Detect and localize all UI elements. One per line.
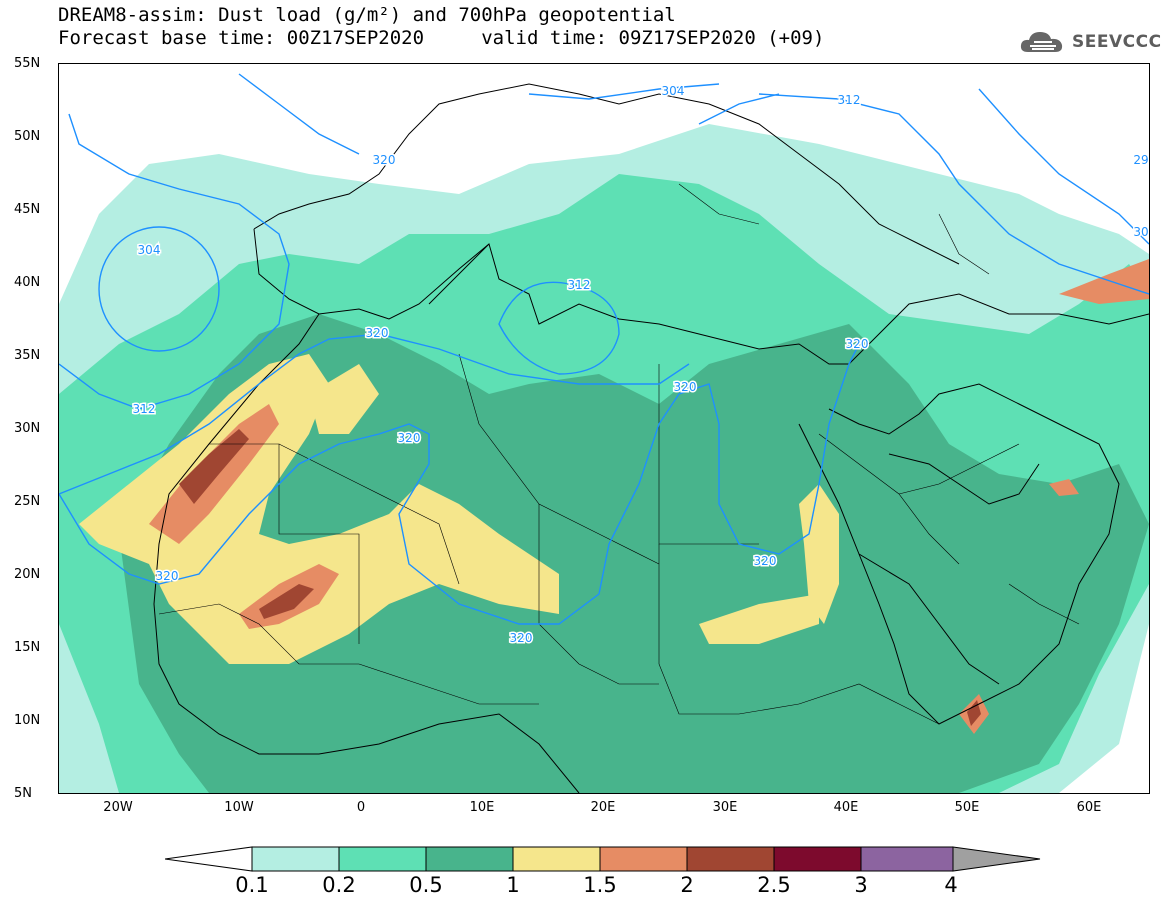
geopotential-contours	[59, 73, 1149, 625]
logo-text: SEEVCCC	[1072, 32, 1162, 52]
colorbar-label: 0.1	[235, 873, 269, 897]
contour-label: 304	[662, 84, 685, 98]
colorbar-label: 3	[854, 873, 868, 897]
lat-label: 35N	[14, 348, 41, 363]
contour-label: 30	[1133, 225, 1148, 239]
dust-1-region-east	[699, 594, 819, 644]
lon-label: 20E	[590, 800, 616, 815]
colorbar-bin	[686, 846, 775, 872]
colorbar-label: 0.5	[409, 873, 443, 897]
lat-label: 30N	[14, 421, 41, 436]
colorbar-label: 1.5	[583, 873, 617, 897]
contour-label: 312	[568, 278, 591, 292]
lat-label: 25N	[14, 494, 41, 509]
lat-label: 10N	[14, 713, 41, 728]
colorbar-bin	[251, 846, 340, 872]
colorbar-label: 2.5	[757, 873, 791, 897]
dust-2-region-somalia	[967, 700, 981, 726]
contour-label: 304	[138, 243, 161, 257]
lat-label: 45N	[14, 202, 41, 217]
colorbar-bin	[338, 846, 427, 872]
contour-label: 320	[674, 380, 697, 394]
contour-label: 320	[156, 569, 179, 583]
lat-label: 50N	[14, 129, 41, 144]
contour-label: 320	[398, 431, 421, 445]
cloud-logo-icon	[1020, 32, 1063, 52]
contour-label: 320	[846, 337, 869, 351]
contour-label: 29	[1133, 153, 1148, 167]
lat-label: 15N	[14, 640, 41, 655]
colorbar-label: 0.2	[322, 873, 356, 897]
colorbar-bin	[512, 846, 601, 872]
dust-1.5-region-oman	[1049, 479, 1079, 496]
colorbar-right-arrow	[952, 846, 1041, 872]
lon-label: 10E	[469, 800, 495, 815]
lat-label: 20N	[14, 567, 41, 582]
lat-label: 40N	[14, 275, 41, 290]
dust-2-region-a	[179, 429, 249, 504]
dust-1-region-west	[79, 354, 559, 664]
dust-map: 304 312 320 320 320 320 312 304 312 320 …	[59, 73, 1149, 793]
colorbar	[165, 846, 1041, 872]
colorbar-label: 4	[944, 873, 958, 897]
lat-label: 5N	[14, 786, 32, 801]
colorbar-bin	[599, 846, 688, 872]
lon-label: 50E	[954, 800, 980, 815]
lon-label: 10W	[224, 800, 254, 815]
dust-0.5-region	[119, 314, 1149, 793]
dust-1-region-redsea	[799, 484, 839, 624]
lon-label: 0	[356, 800, 366, 815]
dust-2-region-b	[259, 584, 314, 619]
dust-1-region-libya	[309, 364, 379, 434]
colorbar-label: 1	[506, 873, 520, 897]
lon-label: 20W	[103, 800, 133, 815]
contour-label: 320	[366, 326, 389, 340]
contour-label: 320	[373, 153, 396, 167]
lat-label: 55N	[14, 56, 41, 71]
lon-label: 60E	[1076, 800, 1102, 815]
colorbar-bin	[425, 846, 514, 872]
lon-label: 30E	[712, 800, 738, 815]
map-subtitle: Forecast base time: 00Z17SEP2020 valid t…	[58, 27, 825, 49]
contour-label: 320	[510, 631, 533, 645]
colorbar-left-arrow	[165, 846, 253, 872]
colorbar-bin	[773, 846, 862, 872]
seevccc-logo: SEEVCCC	[1018, 27, 1162, 57]
contour-label: 320	[754, 554, 777, 568]
map-area: 304 312 320 320 320 320 312 304 312 320 …	[58, 63, 1150, 794]
contour-label: 312	[838, 93, 861, 107]
lon-label: 40E	[833, 800, 859, 815]
contour-labels: 304 312 320 320 320 320 312 304 312 320 …	[131, 83, 1149, 647]
colorbar-label: 2	[680, 873, 694, 897]
contour-label: 312	[133, 402, 156, 416]
dust-1.5-region-caspian	[1059, 259, 1149, 304]
coastlines	[153, 83, 1149, 793]
map-title: DREAM8-assim: Dust load (g/m²) and 700hP…	[58, 4, 676, 26]
colorbar-bin	[860, 846, 954, 872]
